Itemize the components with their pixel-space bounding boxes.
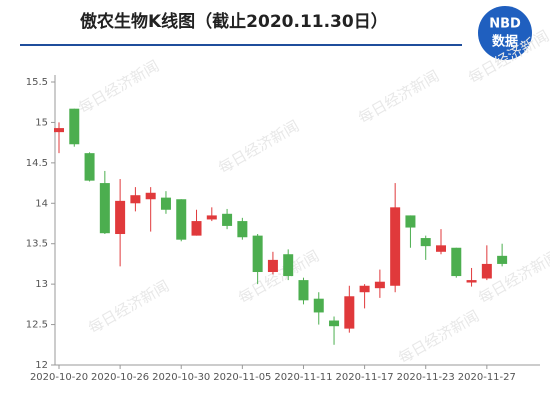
y-tick-label: 14.5 bbox=[26, 158, 48, 169]
candle-body bbox=[160, 197, 171, 210]
y-tick-label: 15 bbox=[35, 117, 48, 128]
candle-body bbox=[390, 207, 401, 286]
candle-body bbox=[451, 247, 462, 277]
x-tick-label: 2020-10-30 bbox=[152, 372, 210, 383]
watermark: 每日经济新闻 bbox=[215, 117, 302, 178]
logo-top: NBD bbox=[489, 17, 521, 32]
candle-body bbox=[145, 192, 156, 200]
watermark: 每日经济新闻 bbox=[355, 67, 442, 128]
x-tick-label: 2020-11-27 bbox=[458, 372, 516, 383]
y-tick-label: 14 bbox=[35, 198, 48, 209]
candle-body bbox=[298, 280, 309, 301]
candle-body bbox=[420, 238, 431, 247]
candle-body bbox=[497, 255, 508, 264]
candle-body bbox=[206, 215, 217, 220]
candle-body bbox=[99, 183, 110, 234]
candle-body bbox=[267, 259, 278, 273]
candle-body bbox=[466, 280, 477, 283]
watermark: 每日经济新闻 bbox=[85, 277, 172, 338]
x-tick-label: 2020-11-05 bbox=[213, 372, 271, 383]
candle-body bbox=[222, 213, 233, 226]
chart-title: 傲农生物K线图（截止2020.11.30日） bbox=[80, 11, 388, 32]
candle-body bbox=[191, 221, 202, 236]
candle-body bbox=[84, 153, 95, 181]
y-tick-label: 12 bbox=[35, 360, 48, 371]
y-tick-label: 13.5 bbox=[26, 239, 48, 250]
y-tick-label: 13 bbox=[35, 279, 48, 290]
logo-bottom: 数据 bbox=[492, 34, 518, 50]
candle-body bbox=[329, 320, 340, 327]
candle-body bbox=[252, 235, 263, 273]
x-tick-label: 2020-10-20 bbox=[30, 372, 88, 383]
candle-body bbox=[313, 298, 324, 313]
candle-body bbox=[344, 296, 355, 329]
watermark: 每日经济新闻 bbox=[395, 307, 482, 368]
x-tick-label: 2020-10-26 bbox=[91, 372, 149, 383]
candle-body bbox=[359, 285, 370, 293]
candle-body bbox=[176, 199, 187, 240]
y-tick-label: 15.5 bbox=[26, 77, 48, 88]
candle-body bbox=[405, 215, 416, 228]
candle-body bbox=[374, 281, 385, 289]
candle-body bbox=[436, 245, 446, 252]
logo-badge bbox=[478, 6, 532, 60]
candle-body bbox=[115, 200, 126, 235]
y-tick-label: 12.5 bbox=[26, 320, 48, 331]
x-tick-label: 2020-11-23 bbox=[397, 372, 455, 383]
x-tick-label: 2020-11-17 bbox=[336, 372, 394, 383]
watermark: 每日经济新闻 bbox=[75, 57, 162, 118]
x-tick-label: 2020-11-11 bbox=[274, 372, 332, 383]
candle-body bbox=[481, 263, 492, 279]
candle-body bbox=[237, 221, 248, 238]
watermark: 每日经济新闻 bbox=[235, 247, 322, 308]
candle-body bbox=[283, 254, 294, 277]
candle-body bbox=[54, 128, 64, 133]
candle-body bbox=[69, 108, 80, 145]
candle-body bbox=[130, 195, 141, 204]
